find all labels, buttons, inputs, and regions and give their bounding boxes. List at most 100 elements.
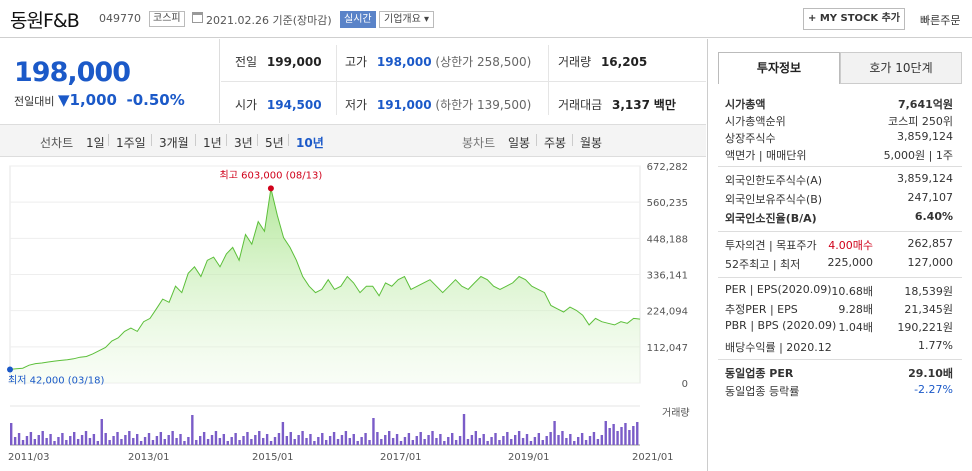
tab-order-book[interactable]: 호가 10단계 — [840, 52, 962, 84]
add-my-stock-button[interactable]: + MY STOCK 추가 — [803, 8, 905, 30]
volume-bar — [305, 438, 308, 445]
volume-bar — [297, 435, 300, 445]
volume-bar — [218, 438, 222, 445]
volume-bar — [431, 431, 434, 445]
volume-bar — [179, 434, 182, 445]
volume-bar — [104, 433, 107, 445]
volume-bar — [608, 428, 611, 445]
period-5y[interactable]: 5년 — [265, 136, 284, 150]
row-value: 18,539원 — [904, 285, 953, 298]
candle-weekly[interactable]: 주봉 — [544, 136, 567, 150]
opinion-row: 52주최고 | 최저 225,000 127,000 — [725, 256, 953, 272]
row-value: 6.40% — [914, 210, 953, 223]
row-label: 액면가 | 매매단위 — [725, 149, 807, 162]
volume-bar — [380, 439, 383, 445]
volume-bar — [289, 432, 292, 445]
volume-bar — [553, 421, 556, 445]
row-value-mid: 225,000 — [827, 256, 874, 269]
divider — [718, 359, 962, 360]
volume-bar — [458, 436, 462, 445]
row-value: 262,857 — [907, 237, 954, 250]
row-value: 247,107 — [907, 191, 954, 204]
volume-bar — [486, 441, 489, 445]
volume-bar — [376, 432, 379, 445]
volume-bar — [407, 433, 411, 445]
divider — [718, 231, 962, 232]
market-cap-row: 시가총액 7,641억원 — [725, 96, 953, 112]
period-3m[interactable]: 3개월 — [159, 136, 189, 150]
price-chart[interactable]: 672,282 560,235 448,188 336,141 224,094 112,0… — [0, 158, 706, 471]
volume-bar — [624, 423, 627, 445]
company-info-dropdown[interactable]: 기업개요 ▾ — [379, 11, 435, 28]
volume-bar — [136, 434, 139, 445]
volume-bar — [265, 434, 269, 445]
row-value-mid: 1.04배 — [838, 321, 873, 334]
volume-bar — [187, 437, 190, 445]
volume-bar — [388, 431, 391, 445]
volume-bar — [116, 432, 119, 445]
volume-bar — [506, 432, 509, 445]
period-10y[interactable]: 10년 — [296, 136, 324, 150]
divider — [718, 277, 962, 278]
volume-bar — [494, 433, 497, 445]
period-3y[interactable]: 3년 — [234, 136, 253, 150]
volume-bar — [443, 441, 446, 445]
divider — [548, 45, 549, 115]
calendar-icon — [192, 12, 203, 23]
volume-bar — [273, 437, 277, 445]
x-tick-label: 2013/01 — [128, 452, 170, 463]
low-price: 저가 191,000 (하한가 139,500) — [345, 98, 532, 112]
y-tick-label: 224,094 — [647, 307, 688, 318]
divider — [221, 81, 706, 82]
volume-bar — [147, 433, 151, 445]
volume-bar — [620, 427, 623, 445]
x-tick-label: 2021/01 — [632, 452, 674, 463]
line-chart-label: 선차트 — [40, 136, 74, 150]
volume-bar — [206, 439, 210, 445]
volume-bar — [384, 435, 387, 445]
volume-bar — [462, 414, 466, 445]
volume-bar — [356, 441, 359, 445]
volume-bar — [309, 434, 312, 445]
volume-bar — [368, 440, 371, 445]
industry-row: 동일업종 등락률 -2.27% — [725, 383, 953, 399]
volume-bar — [202, 432, 206, 445]
tab-invest-info[interactable]: 투자정보 — [718, 52, 840, 84]
volume-bar — [159, 432, 163, 445]
volume-bar — [96, 441, 100, 445]
volume-bar — [171, 431, 174, 445]
volume-bar — [545, 436, 548, 445]
divider — [718, 166, 962, 167]
candle-daily[interactable]: 일봉 — [508, 136, 531, 150]
volume-bar — [151, 440, 155, 445]
volume-bar — [69, 436, 72, 445]
foreign-row: 외국인한도주식수(A) 3,859,124 — [725, 172, 953, 188]
volume-bar — [277, 433, 281, 445]
volume-bar — [427, 435, 430, 445]
volume-bar — [604, 421, 607, 445]
industry-row: 동일업종 PER 29.10배 — [725, 365, 953, 381]
volume-bar — [301, 431, 304, 445]
volume-bar — [466, 439, 470, 445]
realtime-button[interactable]: 실시간 — [340, 11, 376, 28]
candle-monthly[interactable]: 월봉 — [580, 136, 603, 150]
open-price: 시가 194,500 — [235, 98, 322, 112]
divider — [336, 45, 337, 115]
volume-bar — [191, 415, 194, 445]
volume-bar — [195, 440, 198, 445]
volume-bar — [25, 436, 29, 445]
row-label: 외국인보유주식수(B) — [725, 193, 823, 206]
period-1y[interactable]: 1년 — [203, 136, 222, 150]
row-label: 배당수익률 | 2020.12 — [725, 341, 832, 354]
valuation-row: 추정PER | EPS 9.28배 21,345원 — [725, 301, 953, 317]
volume-bar — [155, 436, 159, 445]
price-chart-svg: 672,282 560,235 448,188 336,141 224,094 112,0… — [7, 162, 690, 463]
volume-bar — [533, 437, 537, 445]
period-1w[interactable]: 1주일 — [116, 136, 146, 150]
trade-amount: 거래대금 3,137 백만 — [558, 98, 676, 112]
volume-bar — [317, 437, 320, 445]
quick-order-link[interactable]: 빠른주문 — [920, 14, 961, 27]
period-1d[interactable]: 1일 — [86, 136, 105, 150]
volume-bar — [510, 439, 513, 445]
volume-bar — [451, 433, 454, 445]
